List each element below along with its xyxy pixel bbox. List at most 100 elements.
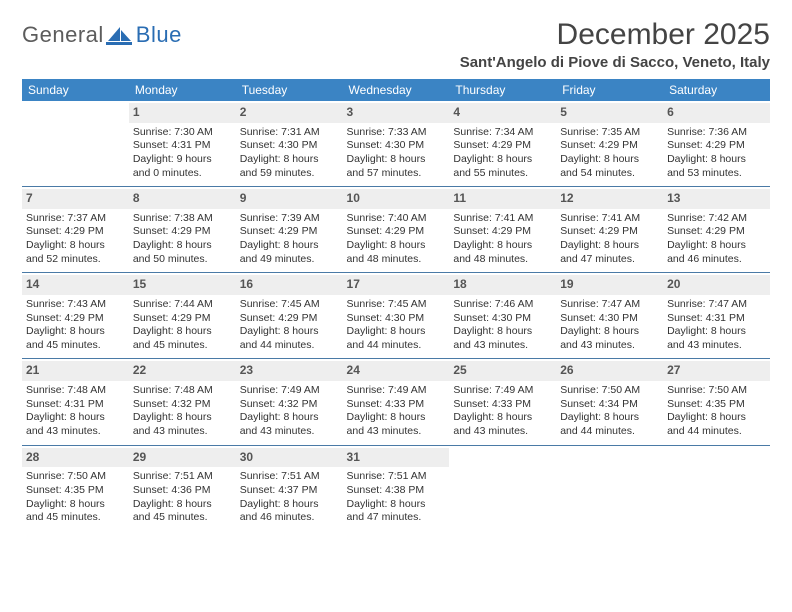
sunset-line: Sunset: 4:29 PM (453, 225, 552, 239)
sunrise-line: Sunrise: 7:38 AM (133, 212, 232, 226)
week-row: 14 Sunrise: 7:43 AMSunset: 4:29 PM Dayligh… (22, 273, 770, 359)
sunset-line: Sunset: 4:31 PM (667, 312, 766, 326)
weekday-header: Sunday (22, 79, 129, 101)
day-cell: 24Sunrise: 7:49 AMSunset: 4:33 PMDayligh… (343, 359, 450, 445)
day-number: 8 (129, 189, 236, 209)
day-number: 19 (556, 275, 663, 295)
daylight-line: Daylight: 8 hours and 45 minutes. (133, 498, 232, 525)
day-number: 7 (22, 189, 129, 209)
daylight-line: Daylight: 8 hours and 45 minutes. (26, 498, 125, 525)
day-cell: 16Sunrise: 7:45 AMSunset: 4:29 PMDayligh… (236, 273, 343, 359)
day-cell (663, 445, 770, 531)
sunset-line: Sunset: 4:33 PM (347, 398, 446, 412)
sunrise-line: Sunrise: 7:43 AM (26, 298, 125, 312)
sunrise-line: Sunrise: 7:41 AM (453, 212, 552, 226)
sunset-line: Sunset: 4:33 PM (453, 398, 552, 412)
day-cell: 31Sunrise: 7:51 AMSunset: 4:38 PMDayligh… (343, 445, 450, 531)
day-cell: 6Sunrise: 7:36 AMSunset: 4:29 PMDaylight… (663, 101, 770, 187)
sunrise-line: Sunrise: 7:50 AM (26, 470, 125, 484)
day-number: 13 (663, 189, 770, 209)
day-cell: 9Sunrise: 7:39 AMSunset: 4:29 PMDaylight… (236, 187, 343, 273)
sunrise-line: Sunrise: 7:44 AM (133, 298, 232, 312)
daylight-line: Daylight: 8 hours and 59 minutes. (240, 153, 339, 180)
sunrise-line: Sunrise: 7:37 AM (26, 212, 125, 226)
week-row: 7Sunrise: 7:37 AMSunset: 4:29 PMDaylight… (22, 187, 770, 273)
day-cell: 19Sunrise: 7:47 AMSunset: 4:30 PMDayligh… (556, 273, 663, 359)
calendar-body: 1Sunrise: 7:30 AMSunset: 4:31 PMDaylight… (22, 101, 770, 531)
daylight-line: Daylight: 8 hours and 43 minutes. (240, 411, 339, 438)
day-number: 12 (556, 189, 663, 209)
sunset-line: Sunset: 4:31 PM (133, 139, 232, 153)
day-number: 2 (236, 103, 343, 123)
daylight-line: Daylight: 8 hours and 52 minutes. (26, 239, 125, 266)
day-number: 11 (449, 189, 556, 209)
day-number: 26 (556, 361, 663, 381)
daylight-line: Daylight: 8 hours and 43 minutes. (560, 325, 659, 352)
day-number: 30 (236, 448, 343, 468)
day-cell: 26Sunrise: 7:50 AMSunset: 4:34 PMDayligh… (556, 359, 663, 445)
day-cell: 2 Sunrise: 7:31 AMSunset: 4:30 PMDaylight… (236, 101, 343, 187)
day-cell: 12Sunrise: 7:41 AMSunset: 4:29 PMDayligh… (556, 187, 663, 273)
day-cell: 27Sunrise: 7:50 AMSunset: 4:35 PMDayligh… (663, 359, 770, 445)
daylight-line: Daylight: 8 hours and 47 minutes. (560, 239, 659, 266)
daylight-line: Daylight: 8 hours and 43 minutes. (453, 325, 552, 352)
sunrise-line: Sunrise: 7:48 AM (26, 384, 125, 398)
month-title: December 2025 (460, 18, 770, 52)
weekday-header: Tuesday (236, 79, 343, 101)
sunset-line: Sunset: 4:29 PM (26, 312, 125, 326)
sunrise-line: Sunrise: 7:49 AM (347, 384, 446, 398)
day-cell: 20Sunrise: 7:47 AMSunset: 4:31 PMDayligh… (663, 273, 770, 359)
day-cell: 21Sunrise: 7:48 AMSunset: 4:31 PMDayligh… (22, 359, 129, 445)
sunset-line: Sunset: 4:37 PM (240, 484, 339, 498)
day-number: 28 (22, 448, 129, 468)
day-cell (22, 101, 129, 187)
sunset-line: Sunset: 4:29 PM (240, 225, 339, 239)
day-number: 9 (236, 189, 343, 209)
sunset-line: Sunset: 4:29 PM (347, 225, 446, 239)
calendar-table: Sunday Monday Tuesday Wednesday Thursday… (22, 79, 770, 531)
day-cell: 29Sunrise: 7:51 AMSunset: 4:36 PMDayligh… (129, 445, 236, 531)
sunset-line: Sunset: 4:29 PM (667, 225, 766, 239)
day-cell: 25Sunrise: 7:49 AMSunset: 4:33 PMDayligh… (449, 359, 556, 445)
daylight-line: Daylight: 8 hours and 48 minutes. (453, 239, 552, 266)
day-cell (556, 445, 663, 531)
sunset-line: Sunset: 4:38 PM (347, 484, 446, 498)
sunrise-line: Sunrise: 7:46 AM (453, 298, 552, 312)
daylight-line: Daylight: 8 hours and 43 minutes. (667, 325, 766, 352)
week-row: 28Sunrise: 7:50 AMSunset: 4:35 PMDayligh… (22, 445, 770, 531)
week-row: 1Sunrise: 7:30 AMSunset: 4:31 PMDaylight… (22, 101, 770, 187)
day-number: 27 (663, 361, 770, 381)
weekday-header-row: Sunday Monday Tuesday Wednesday Thursday… (22, 79, 770, 101)
day-number: 10 (343, 189, 450, 209)
sunset-line: Sunset: 4:30 PM (240, 139, 339, 153)
day-cell: 22Sunrise: 7:48 AMSunset: 4:32 PMDayligh… (129, 359, 236, 445)
day-number: 4 (449, 103, 556, 123)
daylight-line: Daylight: 8 hours and 44 minutes. (240, 325, 339, 352)
location: Sant'Angelo di Piove di Sacco, Veneto, I… (460, 54, 770, 71)
weekday-header: Saturday (663, 79, 770, 101)
day-number: 14 (22, 275, 129, 295)
sunrise-line: Sunrise: 7:50 AM (667, 384, 766, 398)
sunrise-line: Sunrise: 7:35 AM (560, 126, 659, 140)
day-cell (449, 445, 556, 531)
sunset-line: Sunset: 4:29 PM (560, 139, 659, 153)
sunrise-line: Sunrise: 7:47 AM (560, 298, 659, 312)
daylight-line: Daylight: 8 hours and 43 minutes. (26, 411, 125, 438)
daylight-line: Daylight: 8 hours and 48 minutes. (347, 239, 446, 266)
sunrise-line: Sunrise: 7:49 AM (453, 384, 552, 398)
sunrise-line: Sunrise: 7:51 AM (240, 470, 339, 484)
sunset-line: Sunset: 4:30 PM (347, 312, 446, 326)
day-number: 31 (343, 448, 450, 468)
day-number: 3 (343, 103, 450, 123)
sunrise-line: Sunrise: 7:31 AM (240, 126, 339, 140)
daylight-line: Daylight: 8 hours and 49 minutes. (240, 239, 339, 266)
day-cell: 4Sunrise: 7:34 AMSunset: 4:29 PMDaylight… (449, 101, 556, 187)
day-cell: 14Sunrise: 7:43 AMSunset: 4:29 PMDayligh… (22, 273, 129, 359)
sunrise-line: Sunrise: 7:48 AM (133, 384, 232, 398)
sunset-line: Sunset: 4:36 PM (133, 484, 232, 498)
day-number: 17 (343, 275, 450, 295)
sunset-line: Sunset: 4:32 PM (133, 398, 232, 412)
sunset-line: Sunset: 4:29 PM (560, 225, 659, 239)
sunset-line: Sunset: 4:29 PM (26, 225, 125, 239)
day-cell: 28Sunrise: 7:50 AMSunset: 4:35 PMDayligh… (22, 445, 129, 531)
